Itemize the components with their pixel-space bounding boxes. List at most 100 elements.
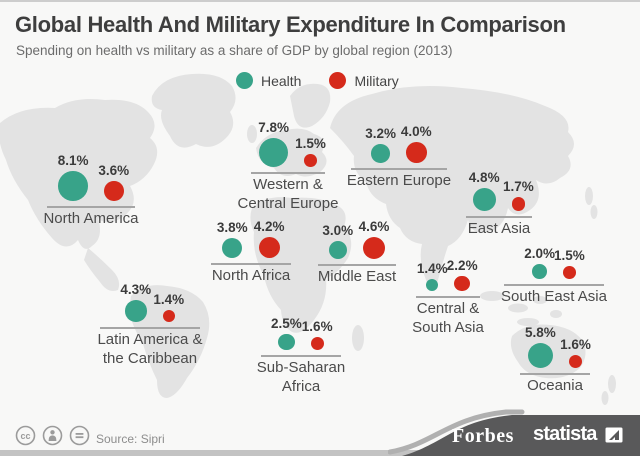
health-value-north-africa: 3.8% xyxy=(216,219,248,235)
health-bubble-north-america xyxy=(58,171,88,201)
region-label-north-africa: North Africa xyxy=(166,267,336,286)
health-bubble-central-south-asia xyxy=(426,278,439,291)
region-label-line: Africa xyxy=(281,377,321,395)
page-subtitle: Spending on health vs military as a shar… xyxy=(16,43,453,58)
health-value-eastern-europe: 3.2% xyxy=(365,126,396,142)
health-value-north-america: 8.1% xyxy=(57,153,89,169)
map-new-zealand-2 xyxy=(601,391,609,405)
region-underline-sub-saharan-africa xyxy=(261,355,341,357)
region-label-western-central-europe: Western & Central Europe xyxy=(203,176,373,213)
map-japan-1 xyxy=(585,187,593,205)
cc-nd-equals-icon[interactable] xyxy=(69,425,90,446)
region-label-latin-america-the-caribbean: Latin America & the Caribbean xyxy=(65,331,235,368)
region-underline-oceania xyxy=(520,373,590,375)
military-value-sub-saharan-africa: 1.6% xyxy=(301,318,333,334)
health-value-south-east-asia: 2.0% xyxy=(524,246,555,262)
statista-logo-text[interactable]: statista xyxy=(533,423,597,445)
legend-label: Military xyxy=(354,72,399,89)
region-label-line: Middle East xyxy=(317,268,397,285)
region-underline-south-east-asia xyxy=(504,284,604,286)
region-label-eastern-europe: Eastern Europe xyxy=(314,172,484,191)
cc-license-row: cc xyxy=(15,425,90,446)
region-label-line: the Caribbean xyxy=(102,349,198,367)
health-bubble-western-central-europe xyxy=(259,138,289,167)
legend-item-military: Military xyxy=(329,72,399,89)
region-label-north-america: North America xyxy=(6,210,176,229)
page-title: Global Health And Military Expenditure I… xyxy=(15,12,566,37)
region-label-south-east-asia: South East Asia xyxy=(469,288,639,307)
health-value-central-south-asia: 1.4% xyxy=(416,260,448,276)
region-label-line: Central & xyxy=(416,300,480,317)
legend-item-health: Health xyxy=(236,72,301,89)
health-value-western-central-europe: 7.8% xyxy=(258,120,289,135)
region-label-east-asia: East Asia xyxy=(414,220,584,239)
military-bubble-east-asia xyxy=(511,197,526,211)
military-bubble-western-central-europe xyxy=(304,154,317,167)
military-bubble-middle-east xyxy=(362,236,386,259)
health-bubble-south-east-asia xyxy=(532,264,547,279)
region-label-line: North America xyxy=(43,210,139,227)
region-label-line: East Asia xyxy=(467,220,531,237)
military-value-eastern-europe: 4.0% xyxy=(400,124,432,140)
military-value-oceania: 1.6% xyxy=(560,336,591,352)
world-map xyxy=(0,73,616,405)
map-sea-island-3 xyxy=(533,296,547,304)
map-sea-island-4 xyxy=(550,310,562,318)
health-value-oceania: 5.8% xyxy=(525,325,556,340)
military-bubble-central-south-asia xyxy=(454,275,470,291)
military-value-western-central-europe: 1.5% xyxy=(295,136,326,152)
region-label-sub-saharan-africa: Sub-Saharan Africa xyxy=(216,359,386,396)
region-underline-east-asia xyxy=(466,216,532,218)
military-value-east-asia: 1.7% xyxy=(503,179,534,195)
bottom-bar xyxy=(0,450,640,456)
military-value-north-america: 3.6% xyxy=(98,163,130,179)
region-label-line: Sub-Saharan xyxy=(256,359,346,376)
map-south-america xyxy=(129,285,210,398)
region-label-central-south-asia: Central & South Asia xyxy=(363,300,533,337)
region-label-line: North Africa xyxy=(211,267,291,284)
military-bubble-eastern-europe xyxy=(405,142,427,163)
cc-by-person-icon[interactable] xyxy=(42,425,63,446)
map-sea-island-2 xyxy=(508,303,528,313)
military-bubble-latin-america-the-caribbean xyxy=(162,309,175,322)
health-bubble-latin-america-the-caribbean xyxy=(125,300,147,322)
map-new-zealand-1 xyxy=(608,375,616,393)
health-value-middle-east: 3.0% xyxy=(322,223,354,238)
region-underline-central-south-asia xyxy=(416,296,480,298)
source-label: Source: Sipri xyxy=(96,432,165,446)
cc-icon[interactable]: cc xyxy=(15,425,36,446)
region-label-line: Oceania xyxy=(527,377,583,394)
health-bubble-north-africa xyxy=(222,237,243,258)
health-value-latin-america-the-caribbean: 4.3% xyxy=(120,282,152,298)
military-value-south-east-asia: 1.5% xyxy=(554,248,585,264)
region-underline-north-america xyxy=(47,206,135,208)
svg-text:cc: cc xyxy=(20,431,30,441)
military-bubble-north-africa xyxy=(258,236,280,258)
map-sea-island-5 xyxy=(517,318,539,326)
map-africa xyxy=(250,197,352,333)
map-sea-island-1 xyxy=(480,291,504,301)
military-bubble-north-america xyxy=(103,181,124,201)
health-bubble-eastern-europe xyxy=(371,144,390,163)
forbes-logo[interactable]: Forbes xyxy=(452,425,514,447)
region-underline-western-central-europe xyxy=(251,172,325,174)
region-underline-middle-east xyxy=(318,264,396,266)
map-japan-2 xyxy=(590,205,598,219)
footer-swoosh xyxy=(388,409,640,456)
map-scandinavia xyxy=(290,83,331,128)
military-value-north-africa: 4.2% xyxy=(253,218,285,234)
statista-logo-icon[interactable] xyxy=(605,427,623,443)
legend-health-dot-icon xyxy=(236,72,253,89)
military-bubble-south-east-asia xyxy=(563,266,576,279)
military-bubble-oceania xyxy=(568,354,583,368)
map-asia xyxy=(330,86,574,287)
region-underline-north-africa xyxy=(211,263,291,265)
region-underline-latin-america-the-caribbean xyxy=(100,327,200,329)
chart-legend: Health Military xyxy=(236,72,399,89)
legend-military-dot-icon xyxy=(329,72,347,89)
map-madagascar xyxy=(352,325,364,351)
health-bubble-east-asia xyxy=(472,188,496,211)
military-value-latin-america-the-caribbean: 1.4% xyxy=(153,291,185,307)
region-label-line: Western & xyxy=(253,176,323,193)
